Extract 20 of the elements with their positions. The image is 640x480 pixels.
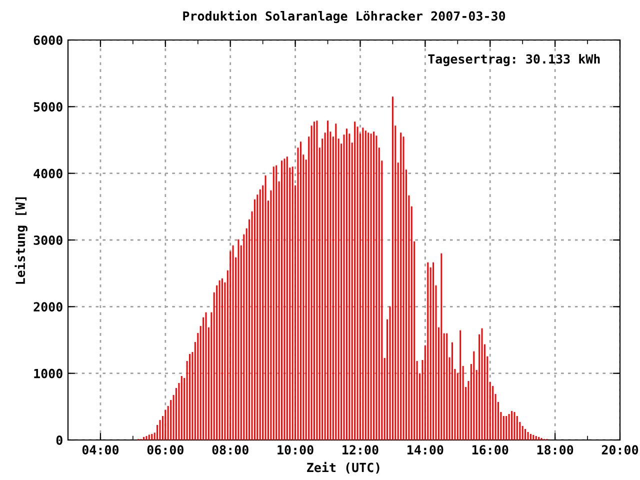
y-axis-title: Leistung [W] (14, 197, 28, 284)
y-tick-label: 2000 (34, 302, 62, 312)
annotation: Tagesertrag: 30.133 kWh (428, 54, 600, 66)
x-tick-label: 12:00 (342, 445, 378, 455)
x-axis-title: Zeit (UTC) (307, 462, 380, 474)
x-tick-label: 10:00 (278, 445, 314, 455)
x-tick-label: 16:00 (472, 445, 508, 455)
x-tick-label: 06:00 (147, 445, 184, 455)
chart-title: Produktion Solaranlage Löhracker 2007-03-30 (183, 10, 506, 24)
y-tick-label: 6000 (34, 35, 62, 45)
x-tick-label: 14:00 (408, 445, 444, 455)
x-tick-label: 18:00 (537, 445, 574, 455)
y-tick-label: 4000 (34, 168, 62, 178)
y-tick-label: 0 (56, 435, 62, 445)
y-tick-label: 5000 (34, 102, 62, 112)
y-tick-label: 1000 (34, 368, 62, 378)
x-tick-label: 04:00 (82, 445, 119, 455)
x-tick-label: 08:00 (212, 445, 248, 455)
y-tick-label: 3000 (34, 235, 62, 245)
x-tick-label: 20:00 (602, 445, 638, 455)
